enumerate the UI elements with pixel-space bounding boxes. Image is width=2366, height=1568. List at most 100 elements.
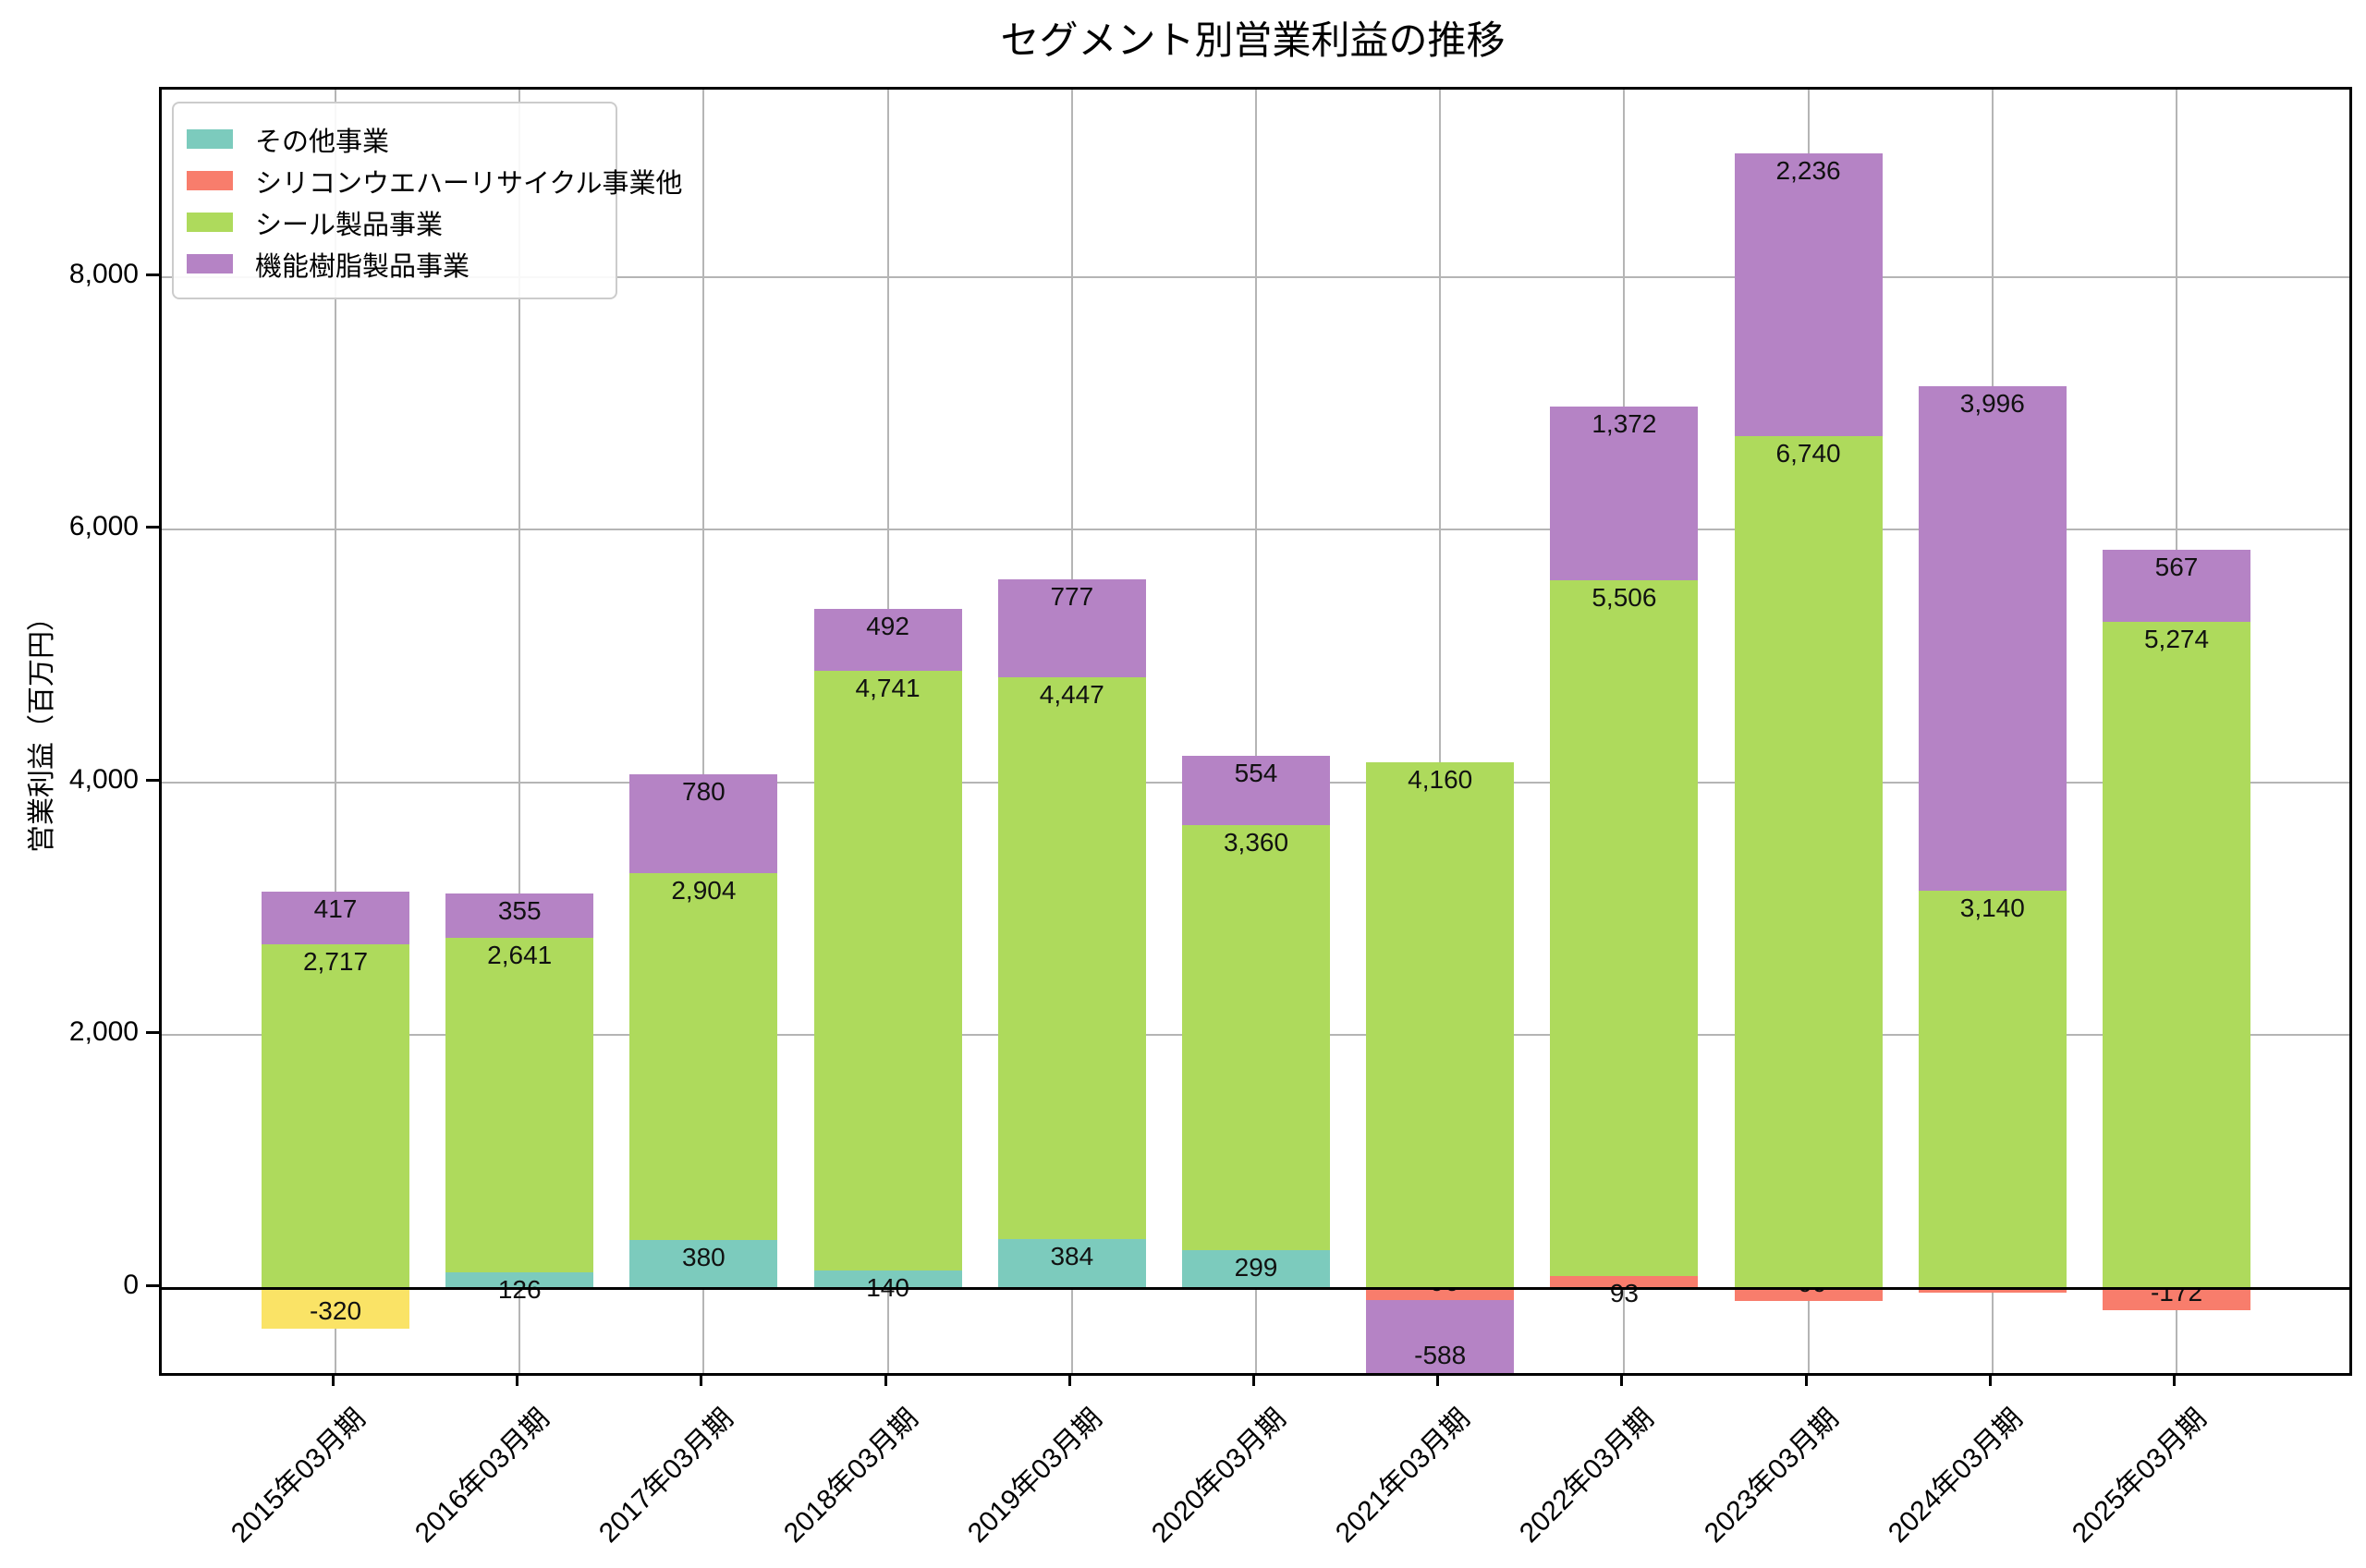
bar-value-label: 384 xyxy=(1050,1242,1094,1271)
x-tick-mark xyxy=(1252,1373,1255,1386)
legend: その他事業シリコンウエハーリサイクル事業他 シール製品事業 機能樹脂製品事業 xyxy=(172,102,683,299)
bar-segment-シール製品事業-2025年03月期 xyxy=(2103,621,2250,1288)
bar-segment-シリコンウエハーリサイクル事業他-2024年03月期 xyxy=(1918,1288,2067,1293)
bar-segment-機能樹脂製品事業-2020年03月期 xyxy=(1182,755,1330,826)
x-tick-label: 2019年03月期 xyxy=(961,1403,1108,1550)
gridline-v xyxy=(702,90,705,1373)
x-tick-mark xyxy=(516,1373,519,1386)
bar-value-label: 2,717 xyxy=(302,947,369,977)
x-tick-mark xyxy=(884,1373,887,1386)
bar-segment-機能樹脂製品事業-2018年03月期 xyxy=(813,608,962,672)
x-tick-mark xyxy=(1804,1373,1808,1386)
bar-segment-その他事業-2016年03月期 xyxy=(445,1271,594,1288)
bar-value-label: 299 xyxy=(1234,1253,1278,1282)
x-tick-mark xyxy=(1067,1373,1071,1386)
bar-value-label: 355 xyxy=(497,895,542,925)
chart-title: セグメント別営業利益の推移 xyxy=(1000,18,1506,62)
x-tick-label: 2016年03月期 xyxy=(409,1403,555,1550)
bar-value-label: 5,506 xyxy=(1592,583,1657,613)
bar-segment-シリコンウエハーリサイクル事業他-2023年03月期 xyxy=(1734,1288,1883,1301)
bar-value-label: 2,641 xyxy=(487,941,553,970)
bar-segment-機能樹脂製品事業-2022年03月期 xyxy=(1550,407,1699,581)
legend-swatch-icon xyxy=(187,254,233,273)
bar-value-label: 780 xyxy=(682,777,726,807)
legend-swatch-icon xyxy=(187,171,233,190)
bar-value-label: 492 xyxy=(866,611,909,640)
bar-segment-その他事業-2020年03月期 xyxy=(1182,1250,1330,1288)
zero-line xyxy=(162,1287,2349,1290)
bar-segment-機能樹脂製品事業-2025年03月期 xyxy=(2103,549,2250,622)
x-tick-label: 2023年03月期 xyxy=(1698,1403,1845,1550)
legend-label: シール製品事業 xyxy=(255,210,444,240)
y-tick-label: 0 xyxy=(123,1270,139,1300)
bar-value-label: 4,741 xyxy=(855,674,921,703)
y-tick-label: 2,000 xyxy=(68,1016,139,1048)
legend-swatch-icon xyxy=(187,213,233,232)
bar-segment-機能樹脂製品事業-2017年03月期 xyxy=(629,774,778,873)
bar-value-label: 567 xyxy=(2154,552,2199,581)
y-tick-mark xyxy=(146,1284,159,1287)
gridline-v xyxy=(335,90,336,1373)
bar-value-label: 6,740 xyxy=(1775,438,1841,468)
gridline-v xyxy=(518,90,521,1373)
bar-segment-その他事業-2018年03月期 xyxy=(813,1270,962,1288)
x-tick-mark xyxy=(2173,1373,2176,1386)
bar-value-label: 93 xyxy=(1609,1279,1639,1308)
bar-segment-シール製品事業-2016年03月期 xyxy=(445,938,594,1272)
bar-segment-シール製品事業-2021年03月期 xyxy=(1366,761,1515,1288)
x-tick-mark xyxy=(1988,1373,1992,1386)
bar-value-label: 554 xyxy=(1234,758,1278,787)
x-tick-mark xyxy=(1436,1373,1440,1386)
legend-item: シリコンウエハーリサイクル事業他 xyxy=(187,160,683,201)
bar-segment-機能樹脂製品事業-2024年03月期 xyxy=(1918,385,2067,892)
x-tick-label: 2017年03月期 xyxy=(593,1403,740,1550)
x-tick-label: 2018年03月期 xyxy=(777,1403,924,1550)
plot-area: 2,717 417 -320 126 2,641 355 380 2,904 780 140 4,7… xyxy=(159,87,2352,1376)
bar-segment-その他事業-2017年03月期 xyxy=(629,1240,778,1288)
x-tick-label: 2021年03月期 xyxy=(1330,1403,1476,1550)
bar-value-label: 2,904 xyxy=(671,875,737,905)
bar-value-label: 777 xyxy=(1050,581,1094,611)
bar-segment-シール製品事業-2022年03月期 xyxy=(1550,580,1699,1277)
bar-value-label: 3,140 xyxy=(1959,893,2025,923)
x-tick-mark xyxy=(1620,1373,1624,1386)
bar-segment-シリコンウエハーリサイクル事業他-2025年03月期 xyxy=(2103,1288,2250,1310)
legend-label: シリコンウエハーリサイクル事業他 xyxy=(255,168,683,199)
legend-label: その他事業 xyxy=(255,127,390,157)
bar-segment-シール製品事業-2017年03月期 xyxy=(629,872,778,1240)
bar-segment-機能樹脂製品事業-2015年03月期 xyxy=(262,892,409,945)
y-tick-mark xyxy=(146,1031,159,1035)
bar-segment-シール製品事業-2018年03月期 xyxy=(813,671,962,1270)
bar-segment-シール製品事業-2024年03月期 xyxy=(1918,891,2067,1288)
gridline-v xyxy=(1439,90,1442,1373)
gridline-v xyxy=(1255,90,1257,1373)
bar-segment-機能樹脂製品事業-2023年03月期 xyxy=(1734,153,1883,436)
legend-item: その他事業 xyxy=(187,118,597,160)
y-tick-label: 6,000 xyxy=(68,511,139,542)
x-tick-mark xyxy=(700,1373,703,1386)
bar-segment-シリコンウエハーリサイクル事業他-2022年03月期 xyxy=(1550,1276,1699,1288)
legend-label: 機能樹脂製品事業 xyxy=(255,251,470,282)
bar-value-label: 1,372 xyxy=(1592,409,1657,439)
bar-value-label: 417 xyxy=(313,894,358,924)
bar-segment-シール製品事業-2019年03月期 xyxy=(997,677,1146,1240)
bar-value-label: 2,236 xyxy=(1775,156,1841,186)
x-tick-label: 2020年03月期 xyxy=(1145,1403,1292,1550)
bar-value-label: 3,360 xyxy=(1223,828,1289,857)
x-tick-label: 2015年03月期 xyxy=(225,1403,372,1550)
bar-segment-シール製品事業-2020年03月期 xyxy=(1182,825,1330,1251)
bar-value-label: 3,996 xyxy=(1959,388,2025,418)
bar-segment-unlabeled-2015年03月期 xyxy=(262,1288,409,1329)
bar-segment-機能樹脂製品事業-2019年03月期 xyxy=(997,578,1146,678)
bar-value-label: 5,274 xyxy=(2143,624,2210,653)
y-tick-label: 8,000 xyxy=(68,258,139,289)
y-tick-label: 4,000 xyxy=(68,763,139,795)
bar-segment-シール製品事業-2023年03月期 xyxy=(1734,435,1883,1288)
bar-segment-機能樹脂製品事業-2021年03月期 xyxy=(1366,1300,1515,1373)
y-axis-label: 営業利益（百万円） xyxy=(27,603,57,853)
legend-item: 機能樹脂製品事業 xyxy=(187,243,597,285)
bar-value-label: -320 xyxy=(309,1295,362,1325)
bar-segment-シリコンウエハーリサイクル事業他-2021年03月期 xyxy=(1366,1288,1515,1301)
bar-value-label: 380 xyxy=(682,1243,726,1272)
